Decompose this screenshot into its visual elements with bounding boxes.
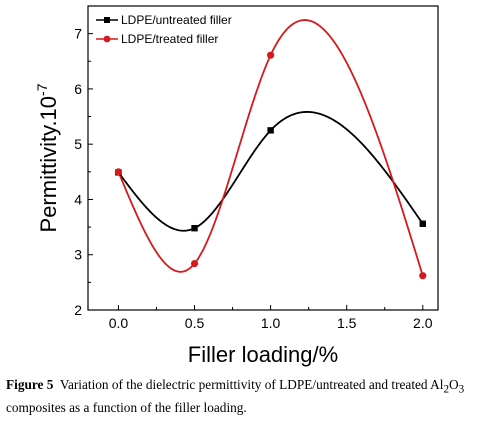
x-tick-label: 1.5 bbox=[337, 315, 357, 331]
data-point-circle bbox=[267, 51, 275, 59]
caption-sub-2: 3 bbox=[458, 383, 465, 396]
data-point-square bbox=[419, 220, 426, 227]
legend-marker-circle bbox=[103, 35, 111, 43]
legend-item-treated: LDPE/treated filler bbox=[96, 32, 218, 46]
plot-frame bbox=[87, 5, 439, 311]
y-tick-label: 5 bbox=[74, 136, 82, 152]
y-axis-label: Permittivity.10-7 bbox=[34, 83, 61, 232]
data-point-square bbox=[191, 224, 198, 232]
data-point-square bbox=[267, 127, 274, 134]
legend-item-untreated: LDPE/untreated filler bbox=[96, 13, 232, 27]
data-point-circle bbox=[114, 168, 123, 176]
y-axis-ticks: 2 3 4 5 6 7 bbox=[74, 5, 93, 318]
x-tick-label: 1.0 bbox=[261, 315, 281, 331]
x-tick-label: 0.5 bbox=[185, 315, 205, 331]
x-axis-label: Filler loading/% bbox=[188, 342, 338, 367]
y-axis-label-exponent: -7 bbox=[34, 83, 50, 96]
legend: LDPE/untreated filler LDPE/treated fille… bbox=[96, 13, 232, 46]
x-tick-label: 2.0 bbox=[413, 315, 433, 331]
legend-marker-square bbox=[104, 17, 110, 23]
data-point-circle bbox=[419, 272, 427, 280]
legend-label-untreated: LDPE/untreated filler bbox=[121, 13, 232, 27]
caption-label: Figure 5 bbox=[6, 377, 54, 392]
y-tick-label: 4 bbox=[74, 191, 82, 207]
x-axis-ticks: 0.0 0.5 1.0 1.5 2.0 bbox=[109, 305, 433, 331]
x-tick-label: 0.0 bbox=[109, 315, 129, 331]
y-tick-label: 2 bbox=[74, 302, 82, 318]
legend-label-treated: LDPE/treated filler bbox=[121, 32, 218, 46]
figure-caption: Figure 5 Variation of the dielectric per… bbox=[6, 376, 480, 416]
y-tick-label: 6 bbox=[74, 81, 82, 97]
y-tick-label: 3 bbox=[74, 247, 82, 263]
series-markers bbox=[114, 51, 427, 280]
y-axis-label-base: Permittivity.10 bbox=[36, 96, 61, 233]
caption-text-3: composites as a function of the filler l… bbox=[6, 399, 247, 415]
caption-text-1: Variation of the dielectric permittivity… bbox=[59, 377, 444, 392]
data-point-circle bbox=[190, 259, 199, 268]
caption-text-2: O bbox=[449, 377, 459, 392]
caption-sub-1: 2 bbox=[443, 383, 450, 396]
y-tick-label: 7 bbox=[74, 26, 82, 42]
